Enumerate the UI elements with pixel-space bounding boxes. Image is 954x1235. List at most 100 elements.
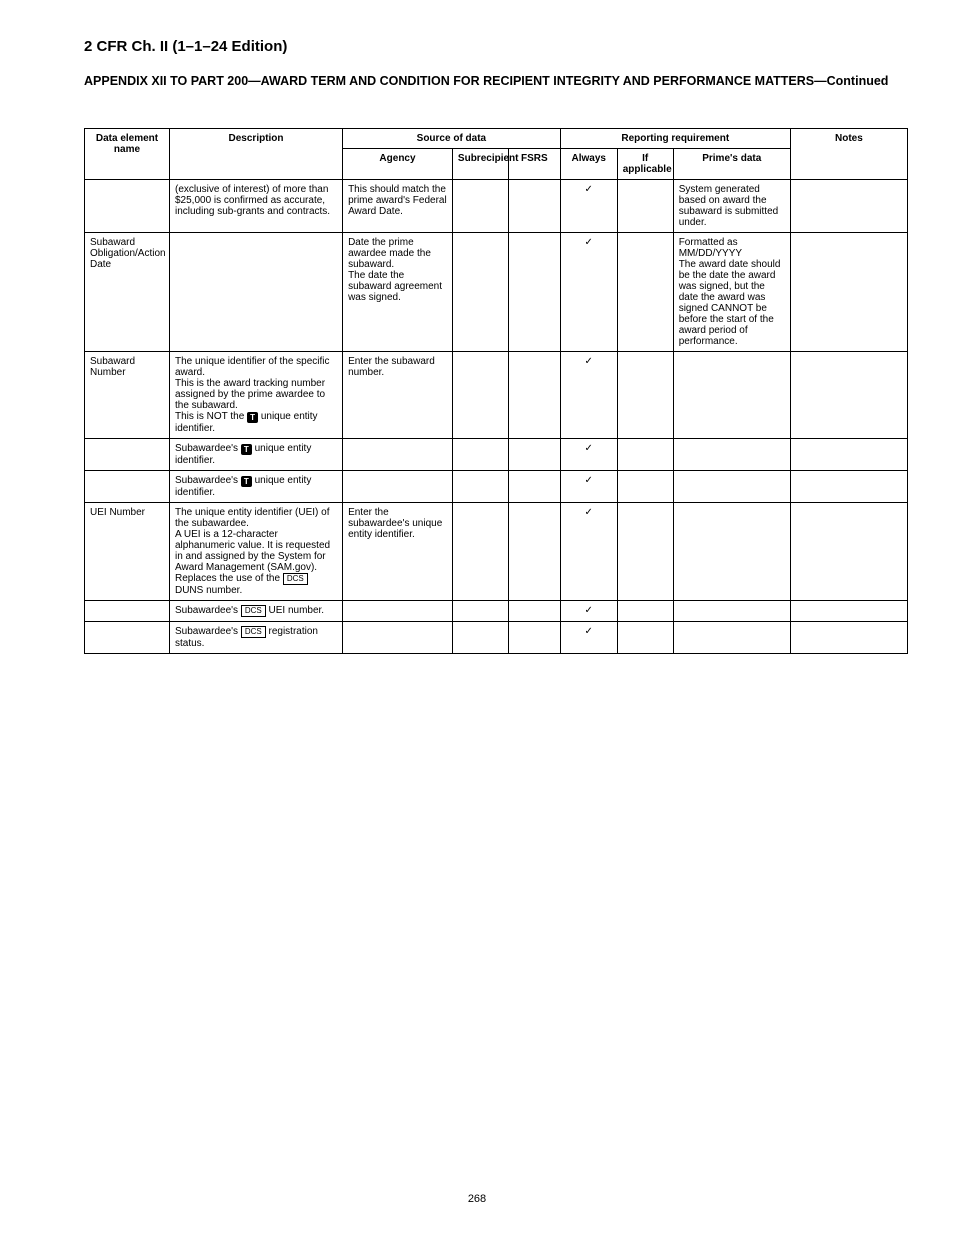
th-desc: Description	[169, 129, 342, 180]
cell-name	[85, 601, 170, 622]
section-title: 2 CFR Ch. II (1–1–24 Edition)	[84, 38, 287, 55]
cell-c2	[617, 439, 673, 471]
dcs-icon: DCS	[241, 605, 266, 617]
cell-notes	[790, 503, 907, 601]
cell-c3	[673, 503, 790, 601]
cell-name	[85, 622, 170, 654]
cell-c3	[673, 601, 790, 622]
th-c3: Prime's data	[673, 149, 790, 180]
cell-c2	[617, 622, 673, 654]
cell-notes	[790, 352, 907, 439]
dcs-icon: DCS	[283, 573, 308, 585]
cell-c3	[673, 352, 790, 439]
th-name: Data element name	[85, 129, 170, 180]
cell-notes	[790, 622, 907, 654]
cell-c1: ✓	[560, 471, 617, 503]
cell-notes	[790, 233, 907, 352]
cell-c3	[673, 439, 790, 471]
cell-c1: ✓	[560, 503, 617, 601]
cell-desc: Subawardee's DCS registration status.	[169, 622, 342, 654]
cell-c2	[617, 503, 673, 601]
cell-r3	[508, 503, 560, 601]
cell-r1: Enter the subawardee's unique entity ide…	[343, 503, 453, 601]
cell-r1: Enter the subaward number.	[343, 352, 453, 439]
th-resp: Source of data	[343, 129, 561, 149]
cell-r2	[452, 601, 508, 622]
table-row: Subawardee's DCS UEI number. ✓	[85, 601, 908, 622]
th-notes: Notes	[790, 129, 907, 180]
cell-name	[85, 180, 170, 233]
cell-c1: ✓	[560, 601, 617, 622]
table-title: APPENDIX XII TO PART 200—AWARD TERM AND …	[84, 74, 888, 88]
cell-c1: ✓	[560, 352, 617, 439]
cell-r1: Date the prime awardee made the subaward…	[343, 233, 453, 352]
th-c1: Always	[560, 149, 617, 180]
cell-desc: The unique identifier of the specific aw…	[169, 352, 342, 439]
cell-c2	[617, 352, 673, 439]
cell-r1	[343, 471, 453, 503]
cell-name	[85, 471, 170, 503]
cell-r2	[452, 622, 508, 654]
table-row: Subawardee's T unique entity identifier.…	[85, 471, 908, 503]
cell-r1: This should match the prime award's Fede…	[343, 180, 453, 233]
table-row: (exclusive of interest) of more than $25…	[85, 180, 908, 233]
cell-c1: ✓	[560, 180, 617, 233]
cell-c2	[617, 601, 673, 622]
t-icon: T	[247, 412, 258, 423]
th-c2: If applicable	[617, 149, 673, 180]
cell-r2	[452, 352, 508, 439]
dcs-icon: DCS	[241, 626, 266, 638]
cell-r2	[452, 233, 508, 352]
cell-r2	[452, 471, 508, 503]
th-cond: Reporting requirement	[560, 129, 790, 149]
cell-desc: Subawardee's T unique entity identifier.	[169, 439, 342, 471]
cell-c1: ✓	[560, 622, 617, 654]
table-row: UEI NumberThe unique entity identifier (…	[85, 503, 908, 601]
cell-r2	[452, 439, 508, 471]
cell-r2	[452, 180, 508, 233]
cell-name: UEI Number	[85, 503, 170, 601]
cell-r2	[452, 503, 508, 601]
cell-c3	[673, 471, 790, 503]
cell-r1	[343, 601, 453, 622]
cell-desc: (exclusive of interest) of more than $25…	[169, 180, 342, 233]
cell-desc: Subawardee's DCS UEI number.	[169, 601, 342, 622]
cell-c1: ✓	[560, 233, 617, 352]
cell-r3	[508, 471, 560, 503]
cell-name	[85, 439, 170, 471]
cell-notes	[790, 439, 907, 471]
cell-c3: System generated based on award the suba…	[673, 180, 790, 233]
cell-desc: Subawardee's T unique entity identifier.	[169, 471, 342, 503]
cell-r3	[508, 233, 560, 352]
cell-r3	[508, 180, 560, 233]
cell-r3	[508, 439, 560, 471]
th-r2: Subrecipient	[452, 149, 508, 180]
t-icon: T	[241, 444, 252, 455]
cell-r3	[508, 601, 560, 622]
cell-r3	[508, 352, 560, 439]
cell-c2	[617, 233, 673, 352]
t-icon: T	[241, 476, 252, 487]
cell-r1	[343, 622, 453, 654]
table-row: Subawardee's DCS registration status. ✓	[85, 622, 908, 654]
cell-desc	[169, 233, 342, 352]
table-row: Subaward NumberThe unique identifier of …	[85, 352, 908, 439]
cell-r3	[508, 622, 560, 654]
appendix-table: Data element name Description Source of …	[84, 128, 908, 654]
cell-notes	[790, 471, 907, 503]
cell-c3	[673, 622, 790, 654]
cell-r1	[343, 439, 453, 471]
th-r1: Agency	[343, 149, 453, 180]
table-row: Subawardee's T unique entity identifier.…	[85, 439, 908, 471]
cell-c2	[617, 471, 673, 503]
cell-c3: Formatted as MM/DD/YYYYThe award date sh…	[673, 233, 790, 352]
page-number: 268	[0, 1193, 954, 1205]
cell-name: Subaward Number	[85, 352, 170, 439]
cell-notes	[790, 180, 907, 233]
cell-name: Subaward Obligation/Action Date	[85, 233, 170, 352]
table-row: Subaward Obligation/Action Date Date the …	[85, 233, 908, 352]
cell-notes	[790, 601, 907, 622]
cell-desc: The unique entity identifier (UEI) of th…	[169, 503, 342, 601]
cell-c1: ✓	[560, 439, 617, 471]
cell-c2	[617, 180, 673, 233]
